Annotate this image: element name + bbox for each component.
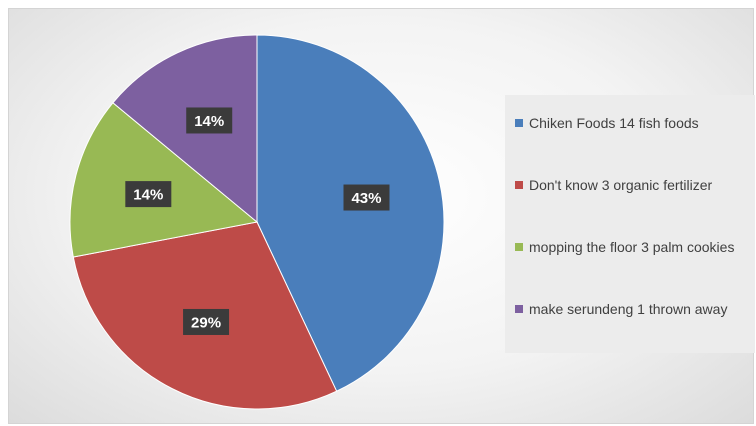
data-label: 14%: [125, 181, 172, 208]
slice-mopping-floor: [69, 102, 259, 258]
pie-chart: 43% 29% 14% 14%: [69, 34, 445, 410]
data-label-text: 43%: [351, 190, 381, 207]
legend-label: make serundeng 1 thrown away: [529, 301, 728, 317]
legend-item-mopping-floor: mopping the floor 3 palm cookies: [515, 236, 751, 258]
legend: Chiken Foods 14 fish foods Don't know 3 …: [505, 95, 755, 353]
data-label: 29%: [183, 308, 230, 335]
data-label-background: [125, 181, 172, 208]
legend-label: Don't know 3 organic fertilizer: [529, 177, 713, 193]
data-label-text: 14%: [133, 187, 163, 204]
legend-swatch-blue: [515, 119, 523, 127]
legend-swatch-red: [515, 181, 523, 189]
legend-item-make-serundeng: make serundeng 1 thrown away: [515, 298, 751, 320]
data-label-text: 14%: [194, 113, 224, 130]
data-label-text: 29%: [191, 314, 221, 331]
data-label: 43%: [343, 184, 390, 211]
legend-swatch-green: [515, 243, 523, 251]
legend-swatch-purple: [515, 305, 523, 313]
data-label: 14%: [186, 107, 233, 134]
data-label-background: [343, 184, 390, 211]
legend-item-chiken-foods: Chiken Foods 14 fish foods: [515, 112, 751, 134]
legend-label: Chiken Foods 14 fish foods: [529, 115, 699, 131]
legend-item-dont-know: Don't know 3 organic fertilizer: [515, 174, 751, 196]
slice-make-serundeng: [112, 34, 258, 224]
data-label-background: [186, 107, 233, 134]
data-label-background: [183, 308, 230, 335]
chart-area: 43% 29% 14% 14% Chiken Foods 14 fish foods …: [8, 8, 755, 424]
slice-chiken-foods: [256, 34, 445, 392]
legend-label: mopping the floor 3 palm cookies: [529, 239, 735, 255]
